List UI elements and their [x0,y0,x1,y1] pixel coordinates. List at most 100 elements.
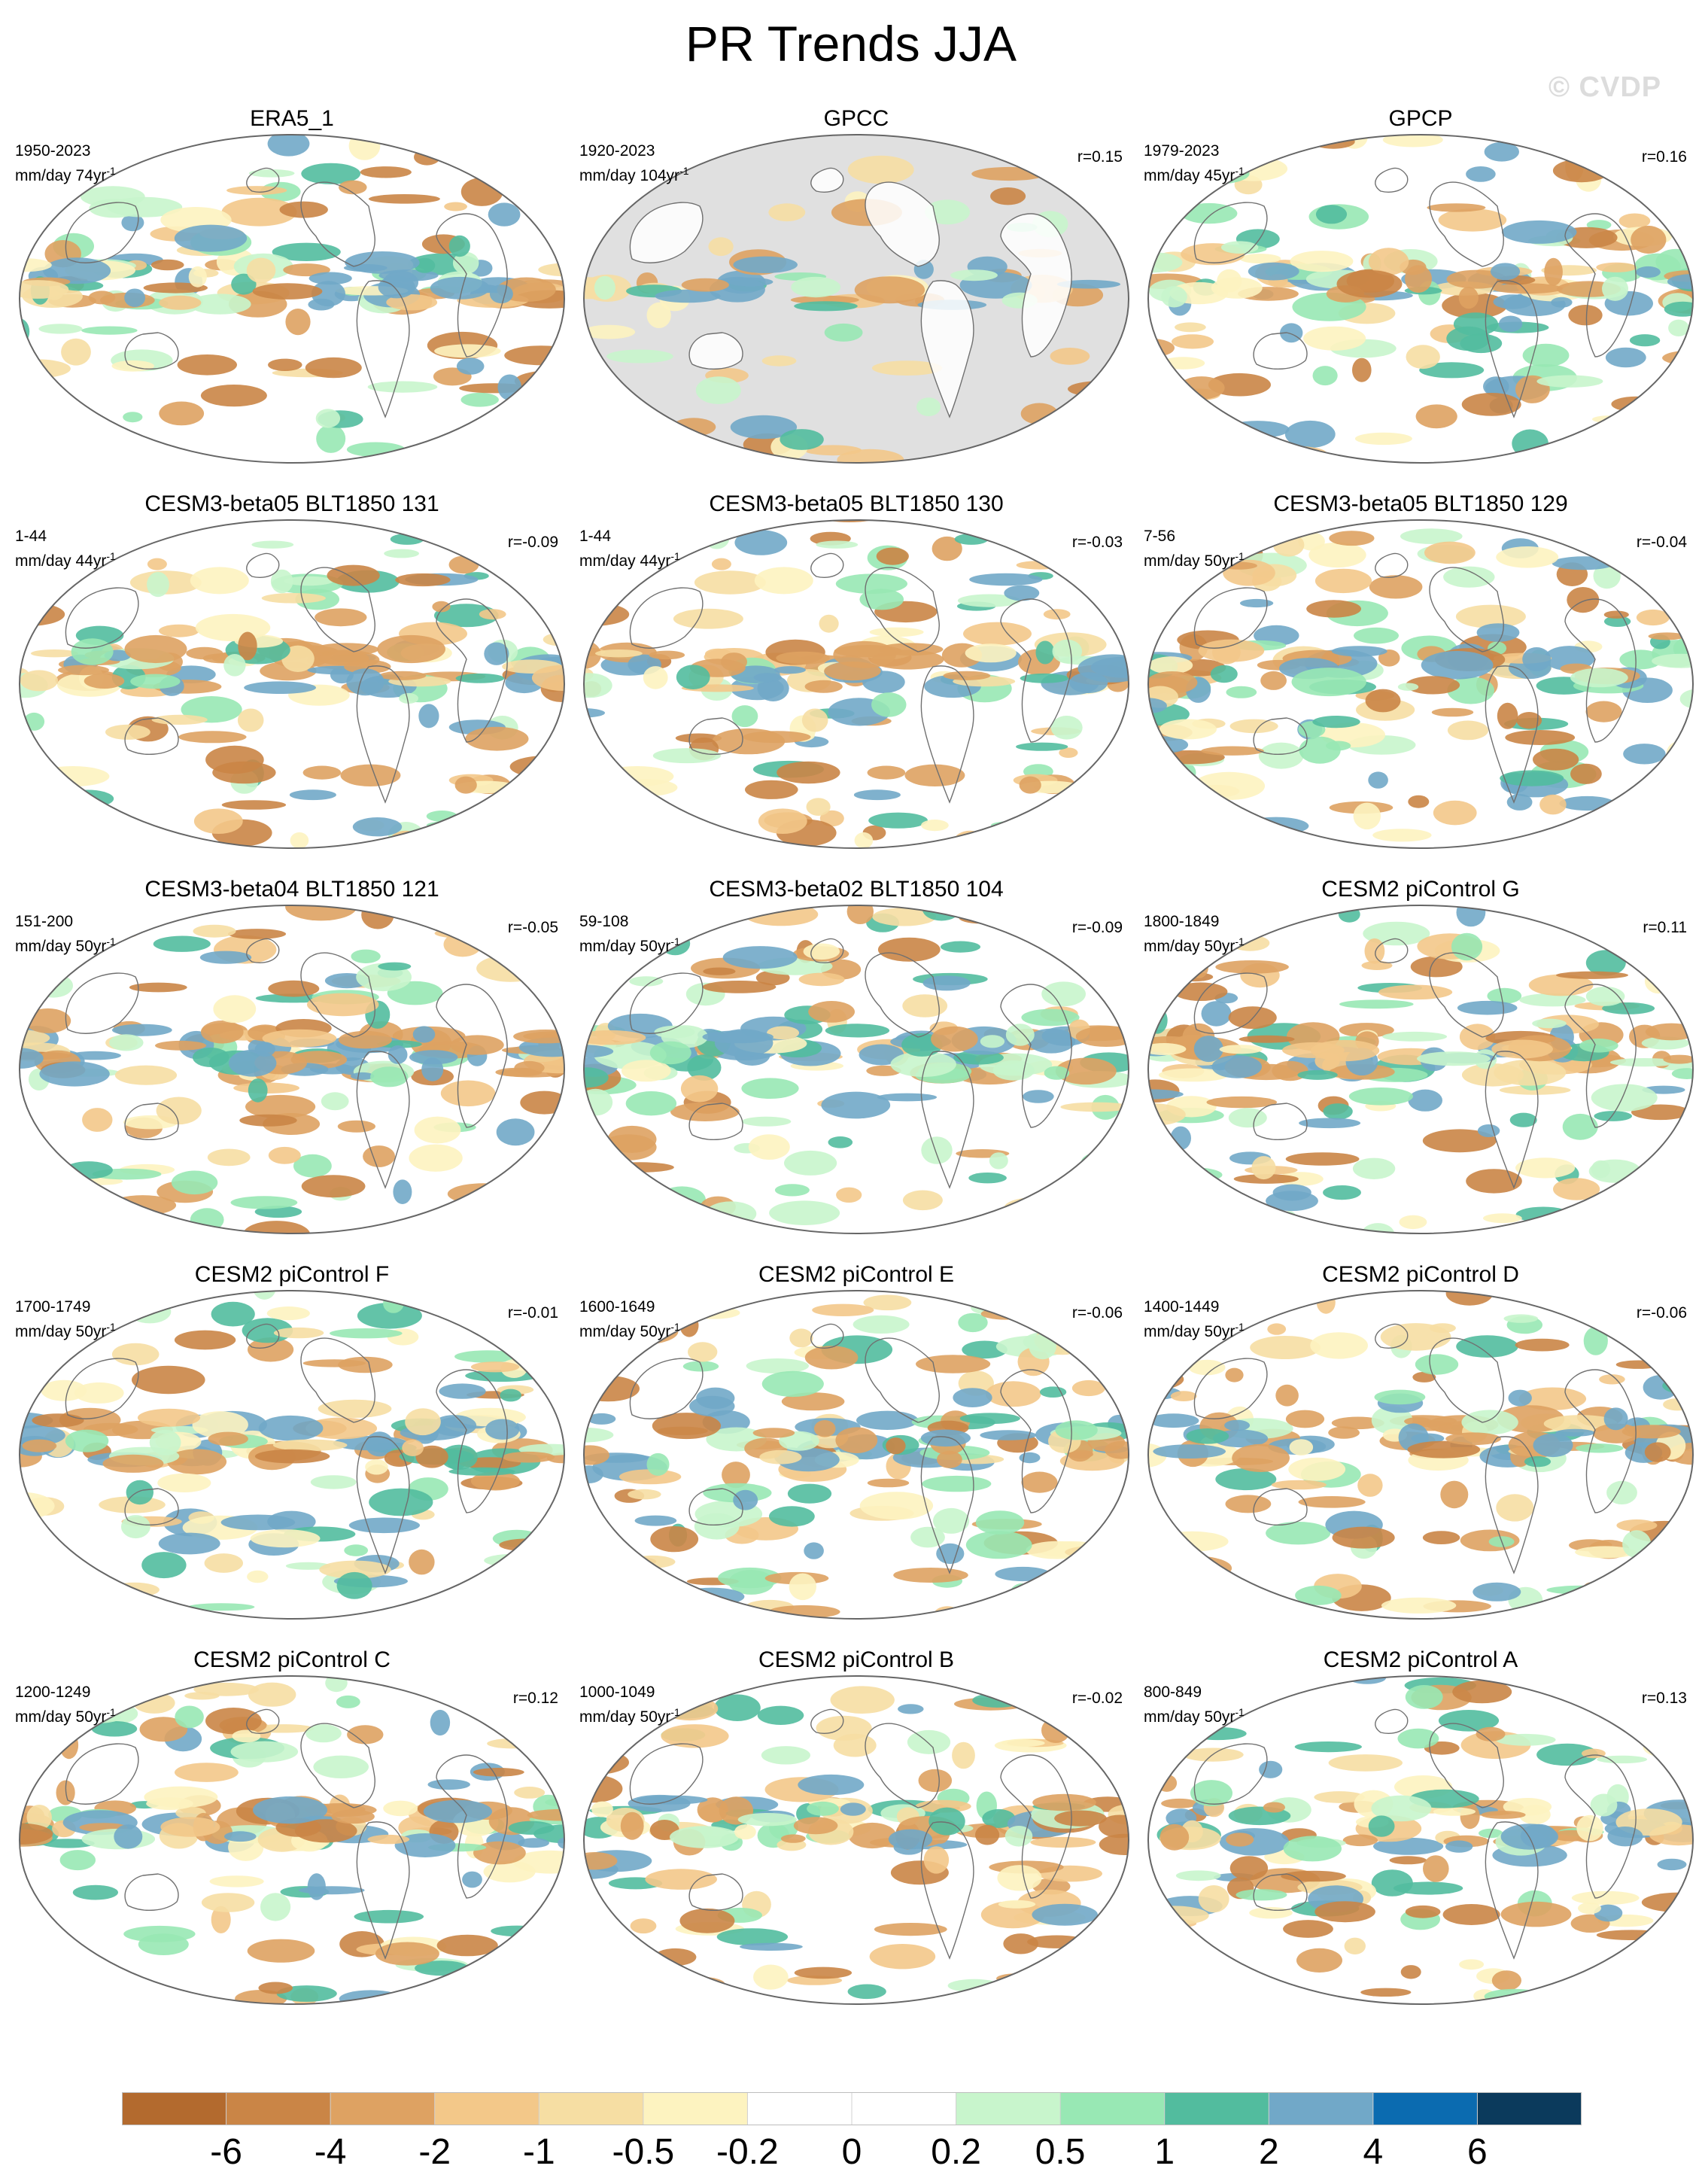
panel-title: CESM3-beta05 BLT1850 130 [709,491,1004,516]
panel-correlation: r=-0.09 [507,534,558,551]
panel-correlation: r=0.16 [1641,148,1687,166]
map-panel: CESM2 piControl E 1600-1649 mm/day 50yr-1 r… [579,1261,1133,1623]
colorbar-swatch [643,2092,748,2125]
map-border [19,134,565,464]
map-border [1147,519,1694,849]
panel-units: mm/day 50yr-1 [15,935,116,955]
map-border [19,519,565,849]
map-panel: GPCC 1920-2023 mm/day 104yr-1 r=0.15 [579,105,1133,467]
panel-correlation: r=0.12 [512,1690,558,1707]
panel-title: GPCP [1388,106,1453,131]
panel-units: mm/day 50yr-1 [579,1706,680,1726]
colorbar-swatch [122,2092,227,2125]
panel-period: 1950-2023 [15,142,91,160]
colorbar-swatch [1269,2092,1374,2125]
panel-title: CESM2 piControl F [194,1262,390,1287]
colorbar-tick-label: -6 [210,2132,242,2172]
panel-units: mm/day 50yr-1 [1144,1321,1245,1340]
panel-correlation: r=-0.06 [1071,1304,1123,1322]
panel-title: CESM3-beta05 BLT1850 129 [1273,491,1568,516]
trend-map [1147,134,1694,464]
map-panel: CESM2 piControl A 800-849 mm/day 50yr-1 r=0… [1144,1647,1697,2008]
panel-units: mm/day 50yr-1 [579,1321,680,1340]
colorbar-tick-label: 2 [1258,2132,1279,2172]
map-border [583,1290,1129,1620]
panel-units: mm/day 50yr-1 [579,935,680,955]
map-panel: GPCP 1979-2023 mm/day 45yr-1 r=0.16 [1144,105,1697,467]
panel-period: 1200-1249 [15,1684,91,1701]
panel-correlation: r=-0.03 [1071,534,1123,551]
colorbar [122,2092,1582,2125]
colorbar-swatch [1477,2092,1582,2125]
panel-period: 1600-1649 [579,1298,655,1316]
map-border [583,519,1129,849]
colorbar-swatch [1164,2092,1269,2125]
panel-period: 1979-2023 [1144,142,1220,160]
panel-units: mm/day 50yr-1 [1144,550,1245,570]
colorbar-tick-label: 0.2 [931,2132,981,2172]
panel-title: CESM3-beta02 BLT1850 104 [709,877,1004,902]
colorbar-tick-label: 4 [1363,2132,1384,2172]
map-border [583,905,1129,1234]
panel-units: mm/day 50yr-1 [1144,1706,1245,1726]
trend-map [19,1675,565,2005]
panel-title: ERA5_1 [250,106,334,131]
trend-map [1147,905,1694,1234]
colorbar-swatch [434,2092,539,2125]
panel-period: 151-200 [15,913,74,930]
panel-units: mm/day 50yr-1 [15,1321,116,1340]
panel-correlation: r=-0.09 [1071,919,1123,936]
trend-map [1147,1675,1694,2005]
trend-map [19,1290,565,1620]
panel-period: 1700-1749 [15,1298,91,1316]
map-panel: CESM2 piControl B 1000-1049 mm/day 50yr-1 r… [579,1647,1133,2008]
map-panel: CESM2 piControl G 1800-1849 mm/day 50yr-1 r… [1144,876,1697,1237]
panel-period: 1000-1049 [579,1684,655,1701]
panel-units: mm/day 44yr-1 [15,550,116,570]
trend-map [583,905,1129,1234]
map-border [1147,1675,1694,2005]
panel-period: 1400-1449 [1144,1298,1220,1316]
panel-period: 59-108 [579,913,629,930]
panel-correlation: r=-0.06 [1636,1304,1687,1322]
panel-title: CESM2 piControl A [1323,1647,1518,1672]
panel-units: mm/day 50yr-1 [15,1706,116,1726]
colorbar-swatch [226,2092,331,2125]
watermark: © CVDP [1549,71,1662,103]
map-border [583,1675,1129,2005]
map-panel: CESM3-beta04 BLT1850 121 151-200 mm/day 50… [15,876,569,1237]
colorbar-swatch [330,2092,436,2125]
map-panel: CESM3-beta05 BLT1850 131 1-44 mm/day 44yr-… [15,491,569,852]
colorbar-tick-label: -2 [418,2132,451,2172]
panel-units: mm/day 44yr-1 [579,550,680,570]
map-border [19,905,565,1234]
panel-title: CESM2 piControl C [193,1647,391,1672]
map-border [1147,1290,1694,1620]
colorbar-swatch [1060,2092,1166,2125]
map-border [583,134,1129,464]
colorbar-swatch [852,2092,957,2125]
panel-correlation: r=-0.04 [1636,534,1687,551]
trend-map [19,519,565,849]
page-title: PR Trends JJA [685,16,1017,71]
map-border [1147,905,1694,1234]
panel-units: mm/day 45yr-1 [1144,165,1245,184]
panel-correlation: r=-0.01 [507,1304,558,1322]
colorbar-swatch [956,2092,1061,2125]
panel-correlation: r=-0.05 [507,919,558,936]
map-border [19,1675,565,2005]
panel-units: mm/day 74yr-1 [15,165,116,184]
colorbar-tick-label: -4 [314,2132,347,2172]
trend-map [583,134,1129,464]
colorbar-tick-label: -0.2 [716,2132,779,2172]
colorbar-tick-label: -0.5 [612,2132,675,2172]
map-panel: CESM2 piControl C 1200-1249 mm/day 50yr-1 r… [15,1647,569,2008]
trend-map [19,134,565,464]
colorbar-swatch [539,2092,644,2125]
map-panel: CESM3-beta05 BLT1850 129 7-56 mm/day 50yr-… [1144,491,1697,852]
map-panel: CESM2 piControl F 1700-1749 mm/day 50yr-1 r… [15,1261,569,1623]
colorbar-tick-label: -1 [522,2132,555,2172]
panel-units: mm/day 104yr-1 [579,165,689,184]
map-panel: CESM2 piControl D 1400-1449 mm/day 50yr-1 r… [1144,1261,1697,1623]
panel-period: 1-44 [579,528,612,545]
